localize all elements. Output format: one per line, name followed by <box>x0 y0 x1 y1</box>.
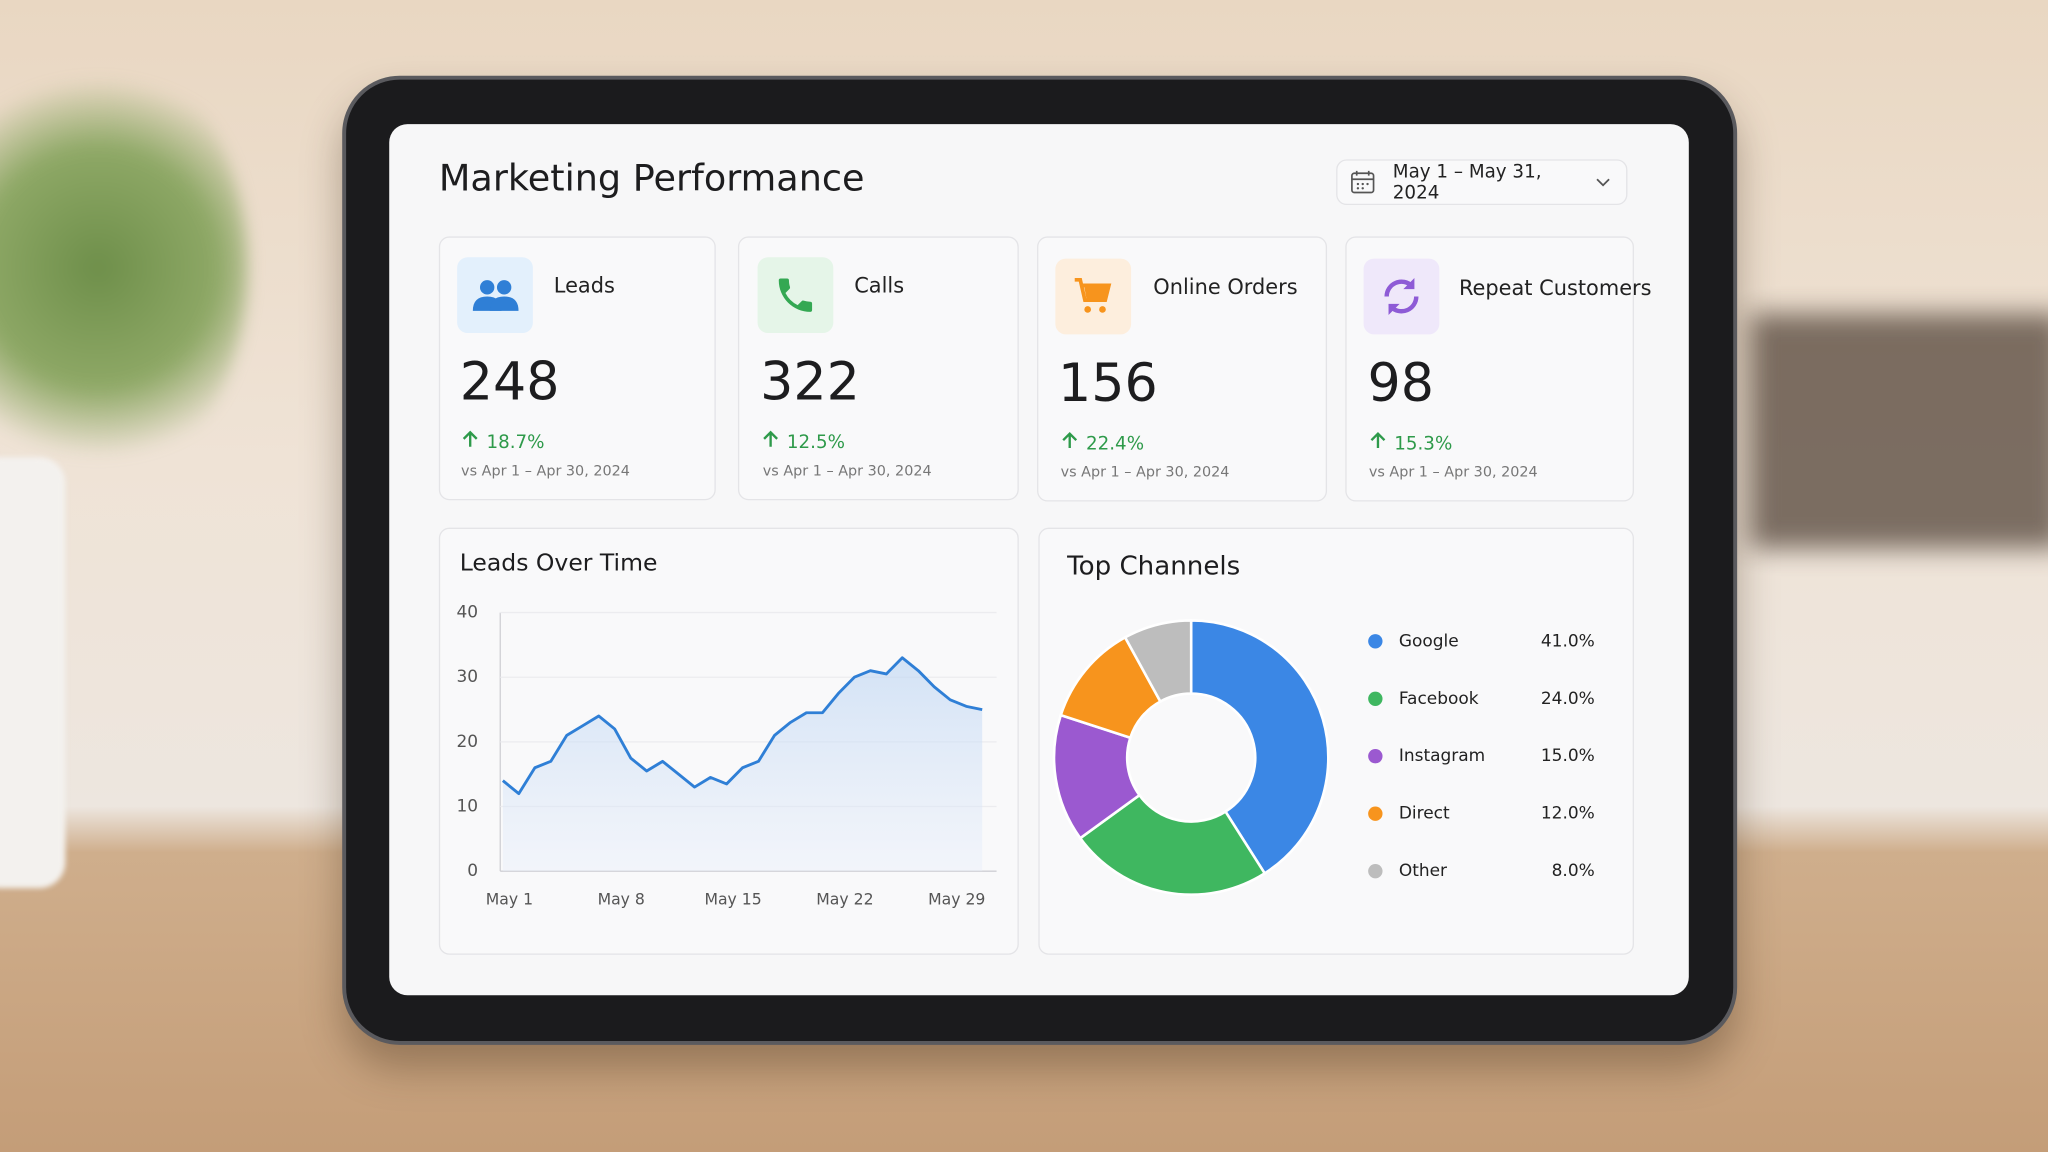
y-tick-label: 40 <box>456 603 478 623</box>
legend-label: Google <box>1399 631 1459 651</box>
kpi-comparison: vs Apr 1 – Apr 30, 2024 <box>461 462 630 480</box>
legend-dot <box>1368 749 1383 764</box>
pie-slice <box>1078 793 1267 896</box>
chart-title: Top Channels <box>1066 551 1240 581</box>
legend-dot <box>1368 863 1383 879</box>
kpi-value: 156 <box>1057 353 1158 415</box>
kpi-comparison: vs Apr 1 – Apr 30, 2024 <box>1060 463 1230 481</box>
chart-title: Leads Over Time <box>460 549 658 577</box>
line <box>501 656 983 796</box>
plant <box>0 52 249 484</box>
date-picker[interactable]: May 1 – May 31, 2024 <box>1336 159 1628 206</box>
kpi-comparison: vs Apr 1 – Apr 30, 2024 <box>1368 463 1538 481</box>
kpi-change: 18.7% <box>460 430 545 454</box>
orders-icon <box>1055 258 1132 335</box>
legend-value: 12.0% <box>1541 804 1595 824</box>
x-tick-label: May 8 <box>598 889 645 908</box>
kpi-label: Calls <box>854 272 905 298</box>
calls-icon <box>757 257 834 334</box>
legend-value: 8.0% <box>1552 861 1595 881</box>
pie-slice <box>1189 619 1330 876</box>
kpi-value: 322 <box>760 352 860 413</box>
kpi-change-value: 12.5% <box>786 432 845 454</box>
vase <box>0 457 66 889</box>
legend-label: Direct <box>1399 804 1450 824</box>
kpi-value: 248 <box>459 352 560 413</box>
legend-dot <box>1368 691 1383 706</box>
x-tick-label: May 1 <box>486 889 533 908</box>
kpi-change-value: 15.3% <box>1394 433 1453 455</box>
kpi-label: Leads <box>553 272 615 298</box>
page-title: Marketing Performance <box>438 156 865 200</box>
y-tick-label: 30 <box>456 667 478 687</box>
kpi-change: 15.3% <box>1368 431 1453 455</box>
kpi-value: 98 <box>1367 353 1434 415</box>
area-fill <box>502 657 983 872</box>
y-tick-label: 10 <box>456 797 478 817</box>
kpi-change-value: 18.7% <box>486 432 545 454</box>
legend-dot <box>1368 806 1383 821</box>
legend-value: 24.0% <box>1541 689 1595 709</box>
x-tick-label: May 29 <box>928 889 985 908</box>
pie-slice <box>1123 619 1193 704</box>
y-tick-label: 20 <box>456 732 478 752</box>
legend-label: Instagram <box>1399 746 1485 766</box>
legend-value: 41.0% <box>1541 631 1595 651</box>
shelf <box>1750 313 2048 549</box>
date-range: May 1 – May 31, 2024 <box>1392 161 1542 204</box>
leads-icon <box>457 257 533 334</box>
kpi-label: Online Orders <box>1153 274 1298 300</box>
legend-label: Other <box>1399 861 1447 881</box>
chevron <box>1596 177 1610 186</box>
kpi-label: Repeat Customers <box>1458 275 1652 301</box>
calendar-icon <box>1351 170 1375 193</box>
kpi-change-value: 22.4% <box>1085 433 1145 455</box>
legend-label: Facebook <box>1399 689 1479 709</box>
legend-dot <box>1368 634 1383 649</box>
legend-value: 15.0% <box>1541 746 1595 766</box>
kpi-change: 12.5% <box>760 430 845 454</box>
kpi-change: 22.4% <box>1059 431 1144 455</box>
repeat-icon <box>1363 258 1440 335</box>
kpi-comparison: vs Apr 1 – Apr 30, 2024 <box>762 462 932 480</box>
x-tick-label: May 22 <box>816 889 873 908</box>
x-tick-label: May 15 <box>704 889 761 908</box>
y-tick-label: 0 <box>467 861 478 881</box>
